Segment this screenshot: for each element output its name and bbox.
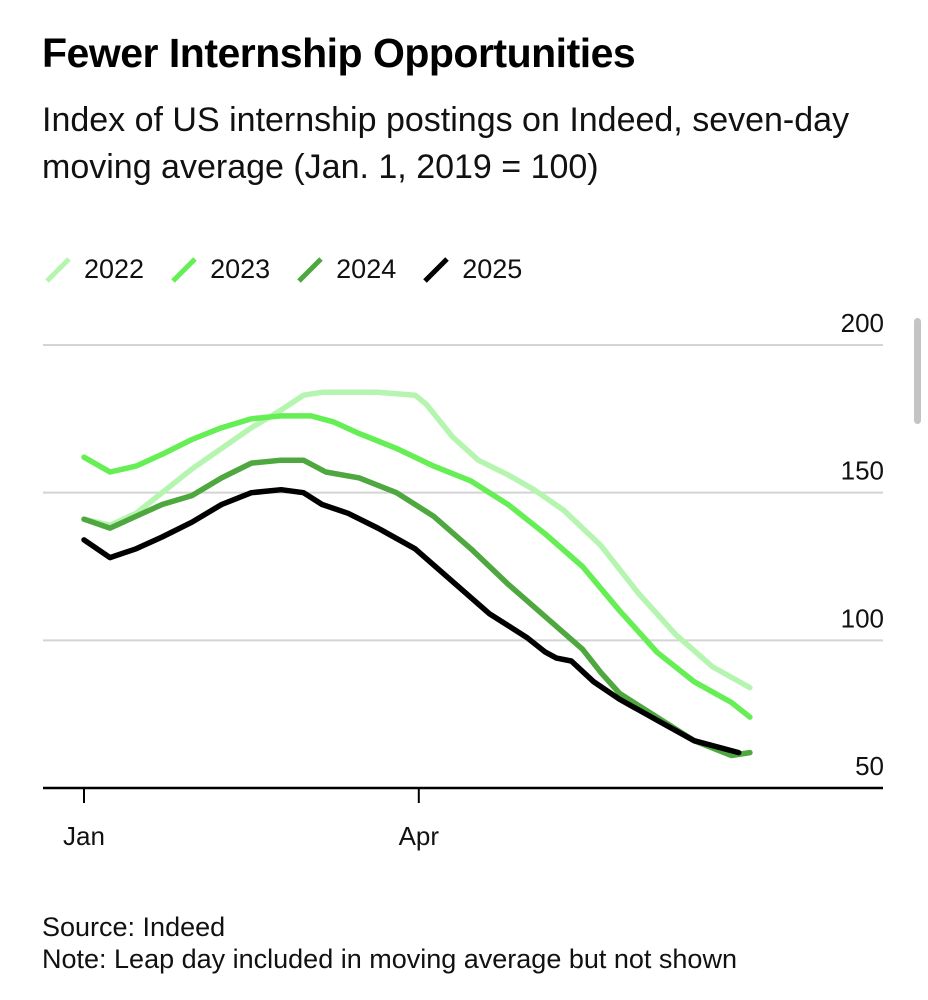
legend-swatch-2024 [297,256,323,283]
legend-label-2025: 2025 [462,254,523,284]
legend-item-2023: 2023 [170,254,270,285]
source-note: Source: Indeed [42,912,226,942]
legend-item-2022: 2022 [44,254,144,285]
legend-label-2024: 2024 [336,254,397,284]
y-tick-label-100: 100 [841,603,884,633]
legend-swatch-2022 [45,256,71,283]
legend-item-2025: 2025 [422,254,522,285]
legend-label-2023: 2023 [210,254,271,284]
series-line-2025 [81,486,742,756]
series-line-2022 [81,389,753,691]
footnote: Note: Leap day included in moving averag… [42,944,737,974]
legend-item-2024: 2024 [296,254,396,285]
legend-swatch-2025 [423,256,450,283]
page-scrollbar[interactable] [914,318,921,424]
chart-subtitle: Index of US internship postings on Indee… [42,101,850,186]
y-tick-label-200: 200 [841,308,884,338]
series-line-2023 [81,413,753,720]
chart-title: Fewer Internship Opportunities [42,30,636,76]
chart-footer: Source: Indeed Note: Leap day included i… [42,911,737,975]
series-line-2024 [81,457,753,759]
y-tick-label-50: 50 [855,751,884,781]
line-chart: 200 150 100 50 Jan Apr [43,308,884,851]
x-tick-label-apr: Apr [399,821,440,851]
legend: 2022 2023 2024 2025 [44,254,548,285]
legend-label-2022: 2022 [84,254,145,284]
legend-swatch-2023 [171,256,197,283]
x-tick-label-jan: Jan [63,821,105,851]
y-tick-label-150: 150 [841,456,884,486]
